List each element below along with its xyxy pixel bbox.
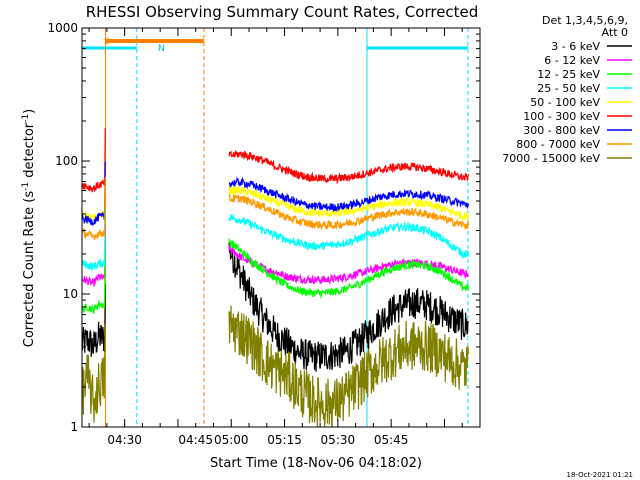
x-axis-label: Start Time (18-Nov-06 04:18:02) xyxy=(210,456,422,471)
series-0 xyxy=(81,241,469,372)
night-label: N xyxy=(158,44,165,54)
y-tick-label: 1 xyxy=(70,420,78,434)
y-axis-label-sup1: -1 xyxy=(21,182,31,191)
series-line-pre xyxy=(81,177,106,241)
legend-label: 50 - 100 keV xyxy=(530,96,600,109)
y-tick-label: 1000 xyxy=(47,21,78,35)
x-tick-label: 04:45 xyxy=(178,433,213,447)
series-line-pre xyxy=(81,161,106,227)
series-line-pre xyxy=(81,208,106,271)
axes: 1 10 100 1000 04:30 04:45 05:00 05:15 05:30 05:45 xyxy=(47,21,481,447)
series-line-post xyxy=(228,192,469,231)
legend-header: Det 1,3,4,5,6,9, xyxy=(542,14,628,27)
legend-label: 6 - 12 keV xyxy=(544,54,600,67)
series-7 xyxy=(81,177,469,241)
x-tick-label: 05:45 xyxy=(374,433,409,447)
series-line-pre xyxy=(81,128,106,193)
plot-area: SN xyxy=(81,28,469,428)
date-stamp: 18-Oct-2021 01:21 xyxy=(567,471,633,479)
x-tick-label: 05:15 xyxy=(267,433,302,447)
legend-label: 3 - 6 keV xyxy=(551,40,600,53)
y-axis-label-sup2: -1 xyxy=(21,114,31,123)
series-8 xyxy=(81,305,469,428)
series-line-pre xyxy=(81,250,106,314)
series-line-pre xyxy=(81,283,106,357)
legend-label: 300 - 800 keV xyxy=(523,124,600,137)
series-6 xyxy=(81,161,469,227)
series-line-post xyxy=(228,185,469,221)
series-line-post xyxy=(228,305,469,428)
series-line-pre xyxy=(82,223,106,287)
x-tick-label: 05:00 xyxy=(214,433,249,447)
series-line-post xyxy=(228,176,469,213)
y-axis-label: Corrected Count Rate (s-1 detector-1) xyxy=(21,109,37,347)
series-line-post xyxy=(228,238,469,300)
legend-label: 12 - 25 keV xyxy=(537,68,600,81)
series-2 xyxy=(81,238,469,314)
legend-label: 100 - 300 keV xyxy=(523,110,600,123)
series-3 xyxy=(81,208,469,271)
plot-frame xyxy=(81,27,481,428)
legend-label: 7000 - 15000 keV xyxy=(502,152,600,165)
series-line-pre xyxy=(81,323,106,423)
y-axis-label-end: ) xyxy=(22,109,37,114)
y-tick-label: 100 xyxy=(55,154,78,168)
saa-label: S xyxy=(104,37,110,47)
legend-label: 25 - 50 keV xyxy=(537,82,600,95)
legend-header: Att 0 xyxy=(602,26,628,39)
y-axis-label-main: Corrected Count Rate (s xyxy=(22,191,37,348)
series-5 xyxy=(81,128,469,193)
legend-label: 800 - 7000 keV xyxy=(516,138,600,151)
x-tick-label: 05:30 xyxy=(321,433,356,447)
chart-title: RHESSI Observing Summary Count Rates, Co… xyxy=(86,3,479,21)
y-axis-label-mid: detector xyxy=(22,122,37,182)
x-tick-label: 04:30 xyxy=(107,433,142,447)
series-line-post xyxy=(228,150,469,185)
series-line-post xyxy=(228,213,469,260)
y-tick-label: 10 xyxy=(63,287,78,301)
series-line-post xyxy=(228,241,469,372)
